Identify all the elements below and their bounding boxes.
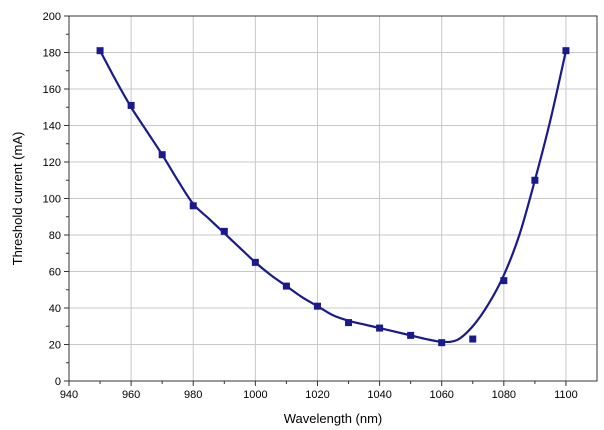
- data-point: [189, 202, 197, 210]
- x-tick-labels: 940 960 980 1000 1020 1040 1060 1080 1100: [60, 389, 578, 401]
- x-tick-label: 940: [60, 389, 78, 401]
- x-tick-label: 1000: [243, 389, 267, 401]
- gridlines: [68, 15, 597, 382]
- data-point: [313, 302, 321, 310]
- x-tick-label: 1040: [367, 389, 391, 401]
- data-point: [469, 335, 477, 343]
- data-point: [96, 47, 104, 55]
- data-point: [158, 151, 166, 159]
- data-point: [282, 282, 290, 290]
- y-tick-labels: 0 20 40 60 80 100 120 140 160 180 200: [43, 11, 61, 388]
- data-point: [531, 176, 539, 184]
- data-point: [251, 258, 259, 266]
- y-tick-label: 180: [43, 48, 61, 60]
- x-tick-label: 1080: [492, 389, 516, 401]
- x-tick-label: 960: [122, 389, 140, 401]
- data-point: [376, 324, 384, 332]
- y-tick-label: 200: [43, 11, 61, 23]
- data-point: [562, 47, 570, 55]
- y-tick-label: 160: [43, 84, 61, 96]
- x-tick-label: 1020: [305, 389, 329, 401]
- data-point: [438, 339, 446, 347]
- y-tick-label: 20: [49, 340, 61, 352]
- y-tick-label: 120: [43, 157, 61, 169]
- y-tick-label: 40: [49, 303, 61, 315]
- y-tick-label: 140: [43, 121, 61, 133]
- y-axis-title: Threshold current (mA): [10, 132, 25, 266]
- plot-frame: [68, 15, 598, 382]
- y-tick-label: 100: [43, 194, 61, 206]
- data-point: [220, 227, 228, 235]
- data-point: [127, 101, 135, 109]
- fit-curve: [99, 50, 568, 344]
- data-point: [407, 331, 415, 339]
- y-tick-label: 60: [49, 267, 61, 279]
- y-tick-label: 80: [49, 230, 61, 242]
- data-markers: [96, 47, 570, 347]
- x-tick-label: 980: [184, 389, 202, 401]
- x-tick-label: 1060: [429, 389, 453, 401]
- x-tick-label: 1100: [554, 389, 578, 401]
- axis-ticks: [64, 15, 567, 386]
- y-tick-label: 0: [55, 376, 61, 388]
- x-axis-title: Wavelength (nm): [284, 411, 383, 426]
- data-point: [345, 319, 353, 327]
- data-point: [500, 277, 508, 285]
